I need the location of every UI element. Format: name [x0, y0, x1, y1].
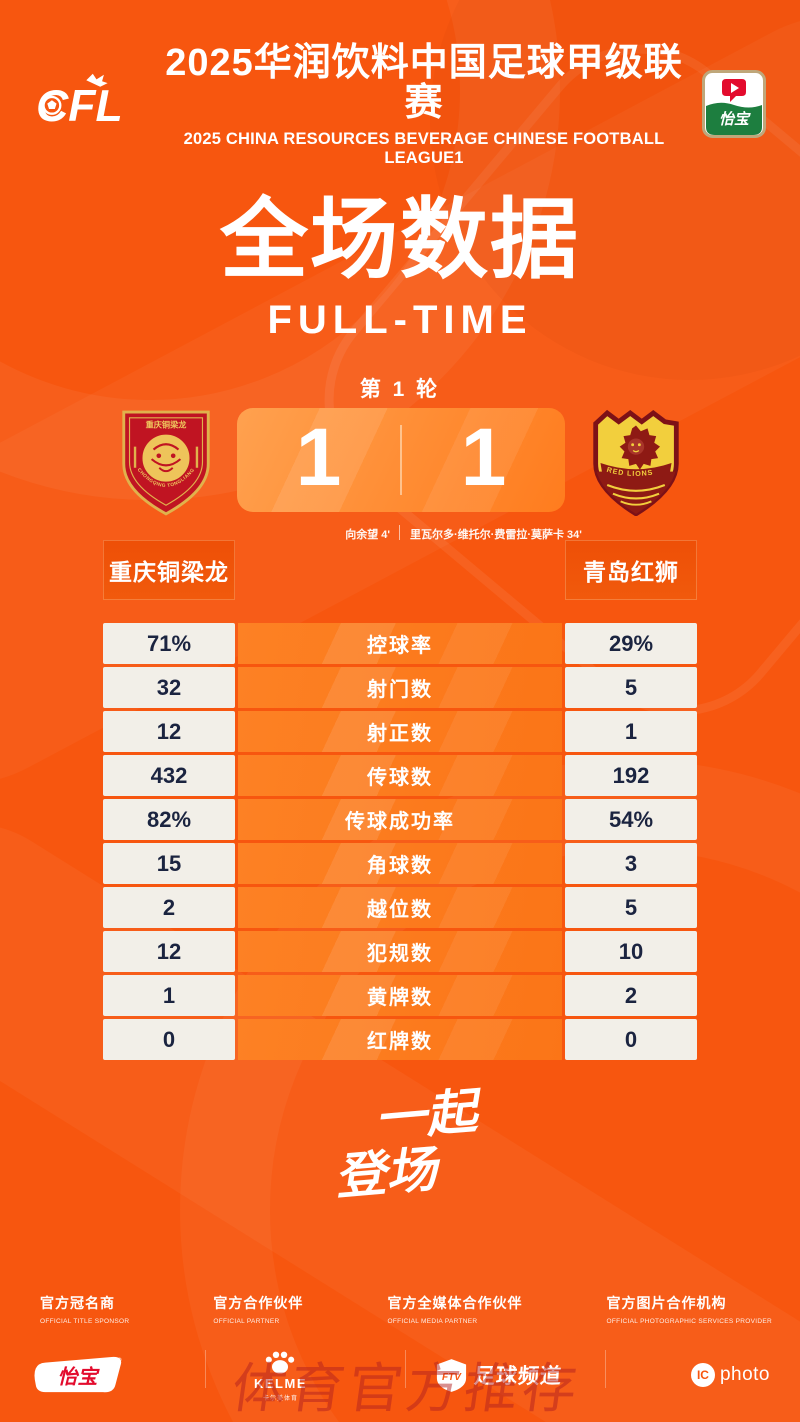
- footer-sponsor-labels: 官方冠名商 OFFICIAL TITLE SPONSOR 官方合作伙伴 OFFI…: [40, 1293, 772, 1325]
- footer-divider: [405, 1350, 406, 1388]
- stat-home-value: 71%: [103, 623, 235, 664]
- kelme-logo: KELME 卡尔美体育: [254, 1349, 307, 1402]
- scorer-divider: [399, 525, 400, 540]
- stat-row: 2 越位数 5: [103, 887, 697, 928]
- stat-away-value: 1: [565, 711, 697, 752]
- page-title-block: 全场数据 FULL-TIME 第 1 轮: [0, 196, 800, 403]
- cestbon-logo-icon: 怡宝 ®: [30, 1354, 125, 1396]
- stat-away-value: 2: [565, 975, 697, 1016]
- stat-away-value: 3: [565, 843, 697, 884]
- stat-row: 0 红牌数 0: [103, 1019, 697, 1060]
- stat-home-value: 12: [103, 931, 235, 972]
- score-panel: 1 1: [237, 408, 565, 512]
- stat-row: 1 黄牌数 2: [103, 975, 697, 1016]
- footer-section-media-partner: 官方全媒体合作伙伴 OFFICIAL MEDIA PARTNER: [387, 1295, 523, 1325]
- stat-home-value: 432: [103, 755, 235, 796]
- stats-table: 71% 控球率 29% 32 射门数 5 12 射正数 1 432 传球数 19…: [103, 623, 697, 1063]
- stat-label: 红牌数: [238, 1019, 562, 1060]
- svg-text:®: ®: [117, 1357, 122, 1364]
- league-titles: 2025华润饮料中国足球甲级联赛 2025 CHINA RESOURCES BE…: [146, 41, 702, 169]
- away-scorer: 里瓦尔多·维托尔·费雷拉·莫萨卡 34': [410, 529, 582, 541]
- svg-text:FTV: FTV: [442, 1372, 462, 1383]
- stat-label: 传球数: [238, 755, 562, 796]
- stat-label: 控球率: [238, 623, 562, 664]
- stat-row: 12 射正数 1: [103, 711, 697, 752]
- home-team-name: 重庆铜梁龙: [103, 540, 235, 600]
- kelme-wordmark: KELME: [253, 1375, 307, 1391]
- footer-section-photo-provider: 官方图片合作机构 OFFICIAL PHOTOGRAPHIC SERVICES …: [606, 1295, 772, 1325]
- stat-home-value: 1: [103, 975, 235, 1016]
- away-team-badge-icon: RED LIONS: [588, 408, 684, 517]
- stat-label: 越位数: [238, 887, 562, 928]
- stat-away-value: 0: [565, 1019, 697, 1060]
- stat-away-value: 29%: [565, 623, 697, 664]
- stat-label: 射正数: [238, 711, 562, 752]
- ftv-shield-icon: FTV: [436, 1358, 467, 1392]
- stat-away-value: 54%: [565, 799, 697, 840]
- stat-row: 82% 传球成功率 54%: [103, 799, 697, 840]
- stat-away-value: 5: [565, 667, 697, 708]
- stat-label: 传球成功率: [238, 799, 562, 840]
- footer-divider: [605, 1350, 606, 1388]
- stat-home-value: 15: [103, 843, 235, 884]
- header: CFL 2025华润饮料中国足球甲级联赛 2025 CHINA RESOURCE…: [0, 43, 800, 167]
- score-divider: [400, 425, 402, 495]
- away-score: 1: [460, 412, 507, 503]
- cfl-league-logo-icon: CFL: [34, 71, 146, 141]
- football-channel-logo: FTV 足球频道: [436, 1358, 563, 1393]
- page-title: 全场数据: [219, 190, 580, 289]
- away-team-name: 青岛红狮: [565, 540, 697, 600]
- kelme-subtext: 卡尔美体育: [262, 1395, 298, 1402]
- stat-away-value: 192: [565, 755, 697, 796]
- stat-away-value: 5: [565, 887, 697, 928]
- home-scorer: 向余望 4': [345, 529, 390, 541]
- cestbon-sponsor-badge-icon: 怡宝: [702, 69, 766, 143]
- stat-home-value: 82%: [103, 799, 235, 840]
- stat-row: 71% 控球率 29%: [103, 623, 697, 664]
- icphoto-icon: IC: [690, 1363, 715, 1387]
- stat-home-value: 32: [103, 667, 235, 708]
- round-label: 第 1 轮: [359, 378, 441, 401]
- stat-label: 黄牌数: [238, 975, 562, 1016]
- stat-home-value: 12: [103, 711, 235, 752]
- page-subtitle: FULL-TIME: [267, 298, 533, 342]
- stat-label: 射门数: [238, 667, 562, 708]
- stat-label: 犯规数: [238, 931, 562, 972]
- footer-section-partner: 官方合作伙伴 OFFICIAL PARTNER: [213, 1295, 304, 1325]
- icphoto-logo: IC photo: [690, 1363, 770, 1387]
- stat-label: 角球数: [238, 843, 562, 884]
- kelme-paw-icon: [266, 1351, 295, 1374]
- icphoto-wordmark: photo: [719, 1364, 770, 1385]
- svg-text:重庆铜梁龙: 重庆铜梁龙: [146, 419, 188, 429]
- league-title-en: 2025 CHINA RESOURCES BEVERAGE CHINESE FO…: [183, 130, 665, 168]
- slogan: 一起 登场: [0, 1081, 800, 1206]
- home-score: 1: [295, 412, 342, 503]
- footer-section-title-sponsor: 官方冠名商 OFFICIAL TITLE SPONSOR: [40, 1295, 130, 1325]
- footer-sponsor-logos: 怡宝 ® KELME 卡尔美体育 FTV 足球频道 IC photo: [30, 1342, 770, 1408]
- stat-row: 15 角球数 3: [103, 843, 697, 884]
- scoreboard: 重庆铜梁龙 CHONGQING TONGLIANG LONG 1 1: [0, 404, 800, 517]
- svg-text:怡宝: 怡宝: [58, 1366, 101, 1389]
- league-title-cn: 2025华润饮料中国足球甲级联赛: [165, 41, 683, 124]
- footer-divider: [205, 1350, 206, 1388]
- stat-row: 12 犯规数 10: [103, 931, 697, 972]
- stat-row: 32 射门数 5: [103, 667, 697, 708]
- goal-scorers: 向余望 4' 里瓦尔多·维托尔·费雷拉·莫萨卡 34': [0, 524, 800, 544]
- stat-home-value: 0: [103, 1019, 235, 1060]
- football-channel-wordmark: 足球频道: [473, 1365, 563, 1388]
- stat-home-value: 2: [103, 887, 235, 928]
- stat-row: 432 传球数 192: [103, 755, 697, 796]
- svg-text:怡宝: 怡宝: [719, 110, 751, 128]
- stat-away-value: 10: [565, 931, 697, 972]
- home-team-badge-icon: 重庆铜梁龙 CHONGQING TONGLIANG LONG: [116, 404, 214, 516]
